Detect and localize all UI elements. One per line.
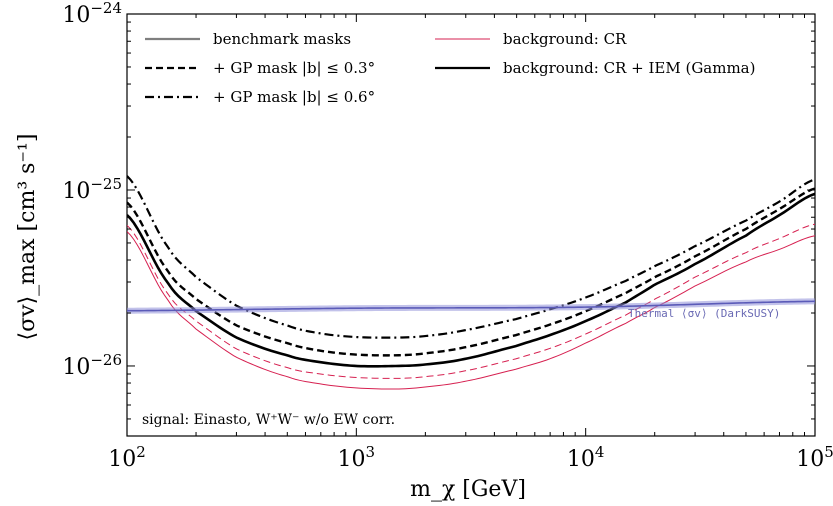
curves-layer: [127, 175, 815, 390]
y-tick-label: 10−24: [62, 0, 122, 28]
legend-label-gp-mask-b-0-6: + GP mask |b| ≤ 0.6°: [213, 88, 375, 106]
y-tick-label: 10−25: [62, 175, 122, 204]
y-axis-label: ⟨σv⟩_max [cm³ s⁻¹]: [15, 134, 40, 341]
thermal-label-prefix: Thermal ⟨σv⟩: [628, 307, 714, 320]
x-axis-label: m_χ [GeV]: [410, 477, 526, 502]
x-tick-label: 104: [567, 443, 605, 472]
legend-label-background-cr-iem-gamma: background: CR + IEM (Gamma): [503, 59, 755, 77]
x-tick-label: 105: [796, 443, 833, 472]
series-line-cr-iem-gamma-benchmark: [127, 192, 815, 368]
series-line-cr-iem-gamma-b-0-3: [127, 187, 815, 357]
y-tick-label: 10−26: [62, 351, 122, 380]
legend-label-background-cr: background: CR: [503, 30, 627, 48]
signal-label: signal: Einasto, W⁺W⁻ w/o EW corr.: [142, 412, 395, 428]
x-tick-label: 103: [338, 443, 376, 472]
series-line-cr-benchmark: [127, 231, 815, 390]
thermal-label: Thermal ⟨σv⟩ (DarkSUSY): [628, 307, 780, 320]
plot-area: [126, 13, 816, 437]
ticks-layer: [126, 13, 816, 436]
plot-frame: [126, 13, 816, 437]
x-tick-label: 102: [108, 443, 146, 472]
series-line-cr-b-0-3: [127, 223, 815, 379]
y-tick-labels: 10−26 10−25 10−24: [62, 0, 122, 380]
thermal-label-code: (DarkSUSY): [714, 307, 780, 320]
thermal-line: [127, 300, 815, 312]
legend: benchmark masks + GP mask |b| ≤ 0.3° + GP …: [145, 30, 755, 106]
legend-label-gp-mask-b-0-3: + GP mask |b| ≤ 0.3°: [213, 59, 375, 77]
legend-label-benchmark-masks: benchmark masks: [213, 30, 351, 48]
x-tick-labels: 102 103 104 105: [108, 443, 833, 472]
